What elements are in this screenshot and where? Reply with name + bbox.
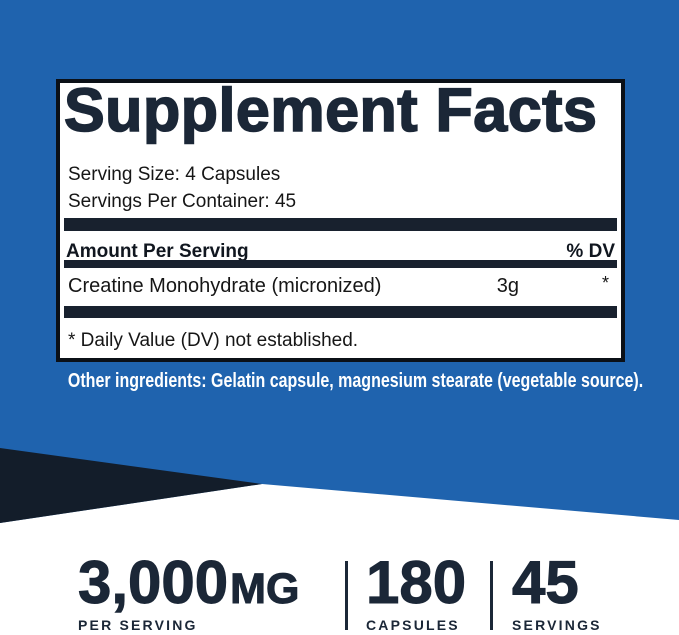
supplement-facts-panel: Supplement Facts Serving Size: 4 Capsule… bbox=[56, 76, 625, 362]
divider-bar-thick-top bbox=[64, 218, 617, 231]
amount-per-serving-row: Amount Per Serving % DV bbox=[66, 241, 615, 262]
serving-size-line: Serving Size: 4 Capsules bbox=[68, 164, 281, 185]
stat-value-capsules: 180 bbox=[365, 549, 467, 616]
stat-divider-left bbox=[345, 561, 348, 630]
other-ingredients-line: Other ingredients: Gelatin capsule, magn… bbox=[67, 370, 644, 392]
stat-label-per-serving: PER SERVING bbox=[78, 617, 198, 633]
stat-label-capsules: CAPSULES bbox=[366, 617, 460, 633]
stat-capsules: 180 CAPSULES bbox=[365, 552, 468, 633]
stat-per-serving: 3,000MG PER SERVING bbox=[77, 552, 300, 633]
dv-footnote: * Daily Value (DV) not established. bbox=[68, 330, 359, 351]
ingredient-amount: 3g bbox=[496, 275, 519, 297]
stat-value-row: 45 bbox=[512, 552, 602, 614]
servings-per-container-line: Servings Per Container: 45 bbox=[68, 191, 297, 212]
ingredient-dv-asterisk: * bbox=[601, 273, 609, 293]
stat-value-servings: 45 bbox=[512, 549, 580, 616]
ingredient-name: Creatine Monohydrate (micronized) bbox=[68, 275, 382, 297]
serving-info: Serving Size: 4 Capsules Servings Per Co… bbox=[68, 161, 296, 215]
panel-title: Supplement Facts bbox=[63, 76, 598, 144]
stat-unit-mg: MG bbox=[230, 565, 300, 614]
stat-servings: 45 SERVINGS bbox=[512, 552, 602, 633]
ingredient-row: Creatine Monohydrate (micronized) 3g * bbox=[68, 273, 615, 298]
amount-per-serving-label: Amount Per Serving bbox=[66, 241, 249, 262]
stat-value-row: 180 bbox=[365, 552, 468, 614]
percent-dv-label: % DV bbox=[566, 241, 615, 262]
divider-bar-medium bbox=[64, 260, 617, 268]
divider-bar-thick-bottom bbox=[64, 306, 617, 318]
stat-value-row: 3,000MG bbox=[77, 552, 300, 614]
stat-label-servings: SERVINGS bbox=[512, 617, 602, 633]
stat-divider-right bbox=[490, 561, 493, 630]
stat-value-mg: 3,000 bbox=[77, 549, 229, 616]
